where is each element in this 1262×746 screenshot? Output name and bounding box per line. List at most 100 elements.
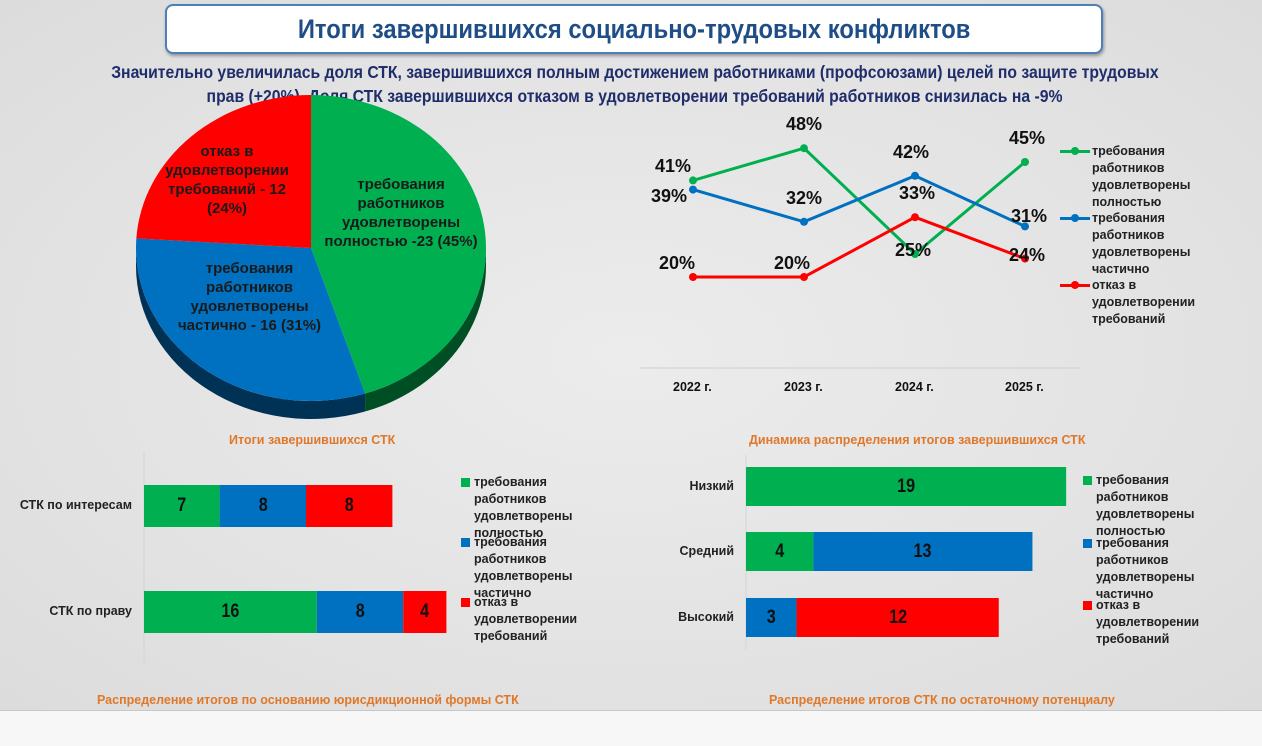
line-data-label: 24% [1009,244,1046,265]
legend-line-marker [1060,147,1090,155]
bar-segment [746,532,814,571]
legend-swatch [1083,476,1092,485]
legend-text-line: полностью [1096,524,1166,538]
legend-item: требования работников удовлетворены части… [1083,535,1194,603]
bar-segment [746,598,797,637]
bar-chart-jurisdiction-svg [143,452,447,665]
legend-item: отказ в удовлетворении требований [461,594,577,645]
pie-slice-label-line: работников [357,195,445,212]
slide: Итоги завершившихся социально-трудовых к… [0,0,1262,711]
bar-value-label: 12 [888,607,907,628]
pie-slice-label-line: (24%) [206,200,247,217]
pie-slice-label-line: частично - 16 (31%) [177,317,322,334]
legend-swatch [461,478,470,487]
line-data-label: 41% [655,156,692,177]
pie-slice-label-line: отказ в [200,143,254,160]
legend-text-line: отказ в удовлетворении [474,595,578,626]
bar-chart-potential-svg [745,455,1067,650]
legend-text-line: удовлетворены [474,509,573,523]
bar-value-label: 16 [221,601,240,622]
pie-side-wall [365,248,486,412]
line-point [800,144,808,153]
legend-line-marker [1060,281,1090,289]
legend-text-line: удовлетворены частично [1092,245,1191,276]
legend-text-line: требования работников [1096,473,1169,504]
bar-segment [796,598,999,637]
legend-text-line: отказ в удовлетворении [1096,598,1200,629]
line-point [911,171,919,180]
pie-slice-label-line: требования [205,260,294,277]
legend-text-line: требований [1092,312,1166,326]
legend-text: требования работников удовлетворены частич… [474,534,572,602]
legend-text: требования работников удовлетворены части… [1092,210,1190,278]
legend-text: требования работников удовлетворены полнос… [1092,143,1190,211]
legend-text-line: требований [474,629,548,643]
line-data-label: 31% [1011,206,1048,227]
bar-value-label: 7 [177,495,187,516]
bar-segment [306,485,393,527]
bar-value-label: 19 [897,476,916,497]
category-label: Низкий [689,478,734,493]
line-data-label: 33% [899,183,936,204]
line-point [1021,254,1029,263]
legend-text-line: отказ в удовлетворении [1092,278,1196,309]
line-point [911,213,919,222]
line-data-label: 20% [774,253,811,273]
pie-slice-label: требования работников удовлетворены полност… [312,175,490,251]
legend-text: отказ в удовлетворении требований [1092,277,1195,328]
line-data-label: 20% [659,253,696,273]
legend-item: отказ в удовлетворении требований [1083,597,1199,648]
bar-segment [144,485,220,527]
pie-slice-label-line: требований - 12 [168,181,286,198]
legend-text-line: требований [1096,632,1170,646]
pie-slice [311,95,487,394]
bar-segment [316,591,404,633]
page-title: Итоги завершившихся социально-трудовых к… [297,13,971,44]
line-point [800,217,808,226]
line-point [1021,222,1029,231]
pie-slice-label-line: удовлетворены [341,214,461,231]
legend-text: отказ в удовлетворении требований [1096,597,1199,648]
pie-slice-label-line: удовлетворении [165,162,289,179]
pie-slice-label-line: удовлетворены [190,298,309,315]
line-data-label: 32% [786,187,823,208]
legend-item: требования работников удовлетворены полнос… [1060,143,1190,211]
pie-slice [136,95,311,248]
line-data-label: 45% [1009,128,1046,148]
line-series-0 [692,146,1026,257]
bar-segment [403,591,447,633]
legend-swatch [1083,601,1092,610]
line-point [689,273,697,281]
bar-value-label: 4 [775,541,785,562]
line-chart-svg [640,144,1080,369]
legend-swatch [461,598,470,607]
line-data-label: 42% [893,141,930,162]
pie-slice-label-line: требования [357,176,445,193]
legend-item: требования работников удовлетворены части… [1060,210,1190,278]
bar-value-label: 13 [913,541,932,562]
legend-text-line: удовлетворены частично [1096,570,1195,601]
bar-value-label: 8 [344,495,354,516]
x-tick-label: 2023 г. [784,380,823,394]
pie-side-wall [135,248,366,420]
legend-text-line: удовлетворены [474,569,573,583]
line-data-label: 39% [651,185,688,206]
legend-text-line: требования работников [474,475,547,506]
bar-segment [813,532,1033,571]
legend-text-line: удовлетворены [1096,507,1195,521]
line-point [689,185,697,194]
legend-item: требования работников удовлетворены полнос… [1083,472,1194,540]
bar-value-label: 8 [258,495,268,516]
pie-slice-label: требования работников удовлетворены частичн… [162,259,337,335]
subtitle: Значительно увеличилась доля СТК, заверш… [40,60,1230,108]
legend-text-line: требования работников [474,535,547,566]
pie-chart-caption: Итоги завершившихся СТК [229,433,396,447]
legend-text-line: требования работников [1092,211,1165,242]
legend-text-line: полностью [1092,195,1162,209]
pie-chart-svg [135,95,487,420]
legend-text: требования работников удовлетворены части… [1096,535,1194,603]
legend-swatch [1083,539,1092,548]
line-point [800,273,808,281]
bar-segment [746,467,1067,506]
bar-chart-potential-caption: Распределение итогов СТК по остаточному … [769,693,1115,707]
